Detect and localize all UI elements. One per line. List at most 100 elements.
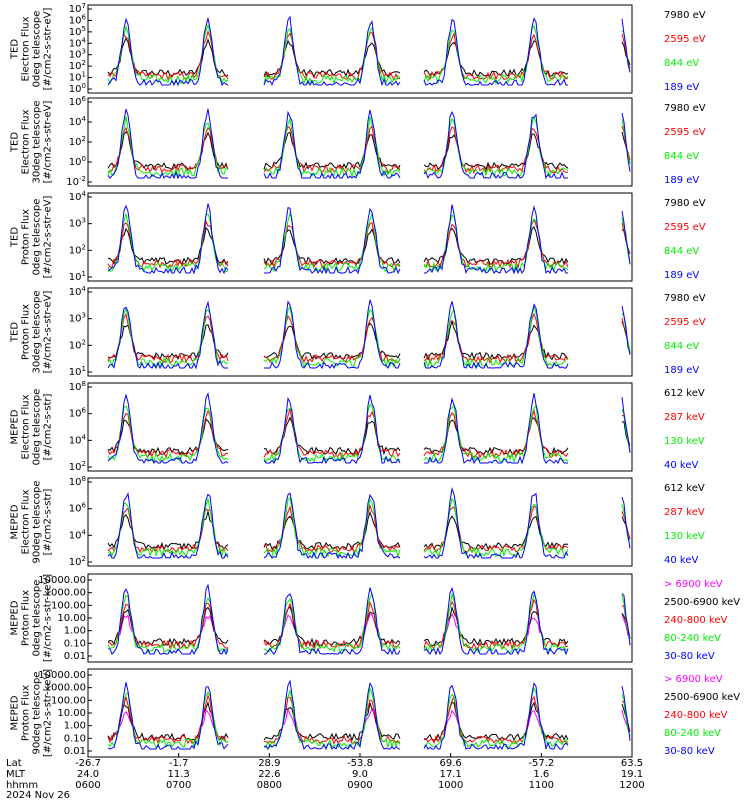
series-trace-green <box>107 496 631 559</box>
y-tick-label: 102 <box>69 243 86 256</box>
channel-label: 844 eV <box>664 151 699 162</box>
y-tick-label: 1.00 <box>64 626 86 637</box>
y-tick-label: 1000.00 <box>45 683 86 694</box>
channel-label: 2500-6900 keV <box>664 692 740 703</box>
x-tick-label-lat: -57.2 <box>528 758 554 769</box>
x-tick-label-lat: -26.7 <box>75 758 101 769</box>
flux-panel-3: 101 102 103 104 TEDProton Flux0deg telescope… <box>10 190 706 283</box>
x-row-label-lat: Lat <box>6 758 22 769</box>
panel-frame <box>87 382 633 472</box>
series-trace-magenta <box>119 707 629 732</box>
y-tick-label: 101 <box>69 365 86 378</box>
series-trace-magenta <box>119 612 629 637</box>
series-trace-blue <box>107 392 631 465</box>
channel-label: > 6900 keV <box>664 674 723 685</box>
y-axis-title: MEPEDElectron Flux0deg telescope[#/cm2-s… <box>10 389 54 466</box>
channel-label: 844 eV <box>664 246 699 257</box>
series-trace-blue <box>107 203 631 275</box>
series-trace-black <box>107 319 631 361</box>
y-tick-label: 100 <box>69 155 86 168</box>
x-tick-label-time: 0900 <box>347 780 372 791</box>
y-tick-label: 101 <box>69 270 86 283</box>
flux-panel-5: 102 104 106 108 MEPEDElectron Flux0deg teles… <box>10 380 705 473</box>
channel-label: 189 eV <box>664 270 699 281</box>
channel-label: 189 eV <box>664 82 699 93</box>
series-trace-blue <box>107 583 631 656</box>
series-trace-red <box>107 30 631 81</box>
series-trace-red <box>107 312 631 365</box>
x-tick-label-time: 1100 <box>529 780 554 791</box>
series-trace-green <box>107 23 631 86</box>
channel-label: 240-800 keV <box>664 615 728 626</box>
y-tick-label: 102 <box>69 460 86 473</box>
series-trace-blue <box>107 299 631 370</box>
series-trace-red <box>107 503 631 554</box>
y-tick-label: 0.01 <box>64 746 86 757</box>
x-tick-label-mlt: 19.1 <box>621 769 643 780</box>
x-tick-label-lat: -53.8 <box>347 758 373 769</box>
series-trace-black <box>107 225 631 266</box>
series-trace-black <box>107 701 631 742</box>
channel-label: > 6900 keV <box>664 579 723 590</box>
y-tick-label: 106 <box>69 407 87 420</box>
x-tick-label-mlt: 24.0 <box>77 769 99 780</box>
x-tick-label-time: 1200 <box>619 780 644 791</box>
y-tick-label: 104 <box>69 285 87 298</box>
y-tick-label: 100.00 <box>51 600 86 611</box>
channel-label: 287 keV <box>664 507 705 518</box>
channel-label: 189 eV <box>664 175 699 186</box>
channel-label: 844 eV <box>664 58 699 69</box>
channel-label: 7980 eV <box>664 198 706 209</box>
flux-panel-2: 10-2 100 102 104 106 TEDElectron Flux30deg te… <box>10 95 706 188</box>
channel-label: 287 keV <box>664 412 705 423</box>
y-tick-label: 10.00 <box>57 613 86 624</box>
y-tick-label: 10-2 <box>66 175 86 188</box>
y-tick-label: 102 <box>69 135 86 148</box>
panel-frame <box>87 287 633 377</box>
series-trace-blue <box>107 679 631 751</box>
x-tick-label-mlt: 22.6 <box>258 769 280 780</box>
series-trace-red <box>107 125 631 175</box>
y-tick-label: 104 <box>69 190 87 203</box>
x-tick-label-time: 0700 <box>166 780 191 791</box>
series-trace-black <box>107 605 631 647</box>
flux-panel-4: 101 102 103 104 TEDProton Flux30deg telescop… <box>10 285 706 378</box>
series-trace-green <box>107 403 631 464</box>
y-tick-label: 102 <box>69 555 86 568</box>
channel-label: 2595 eV <box>664 127 706 138</box>
y-axis-title: MEPEDProton Flux90deg telescope[#/cm2-s-… <box>10 669 54 757</box>
y-tick-label: 103 <box>69 312 86 325</box>
series-trace-green <box>107 212 631 274</box>
series-trace-black <box>107 416 631 456</box>
x-tick-label-lat: 28.9 <box>258 758 280 769</box>
series-trace-red <box>108 598 631 650</box>
y-axis-title: MEPEDProton Flux0deg telescope[#/cm2-s-s… <box>10 574 54 662</box>
channel-label: 30-80 keV <box>664 746 715 757</box>
series-trace-blue <box>107 487 631 560</box>
channel-label: 130 keV <box>664 436 705 447</box>
x-tick-label-mlt: 17.1 <box>440 769 462 780</box>
y-tick-label: 102 <box>69 338 86 351</box>
channel-label: 612 keV <box>664 483 705 494</box>
y-tick-label: 104 <box>69 528 87 541</box>
x-tick-label-time: 1000 <box>438 780 463 791</box>
y-tick-label: 0.10 <box>64 733 86 744</box>
channel-label: 130 keV <box>664 531 705 542</box>
y-tick-label: 100.00 <box>51 695 86 706</box>
channel-label: 7980 eV <box>664 293 706 304</box>
y-tick-label: 10.00 <box>57 708 86 719</box>
channel-label: 612 keV <box>664 388 705 399</box>
series-trace-red <box>107 217 631 270</box>
x-tick-label-lat: 63.5 <box>621 758 643 769</box>
channel-label: 30-80 keV <box>664 651 715 662</box>
flux-panel-6: 102 104 106 108 MEPEDElectron Flux90deg tele… <box>10 475 705 568</box>
y-tick-label: 108 <box>69 380 86 393</box>
y-tick-label: 0.10 <box>64 638 86 649</box>
channel-label: 40 keV <box>664 555 698 566</box>
x-tick-label-time: 0800 <box>257 780 282 791</box>
series-trace-red <box>107 693 631 745</box>
y-tick-label: 104 <box>69 433 87 446</box>
